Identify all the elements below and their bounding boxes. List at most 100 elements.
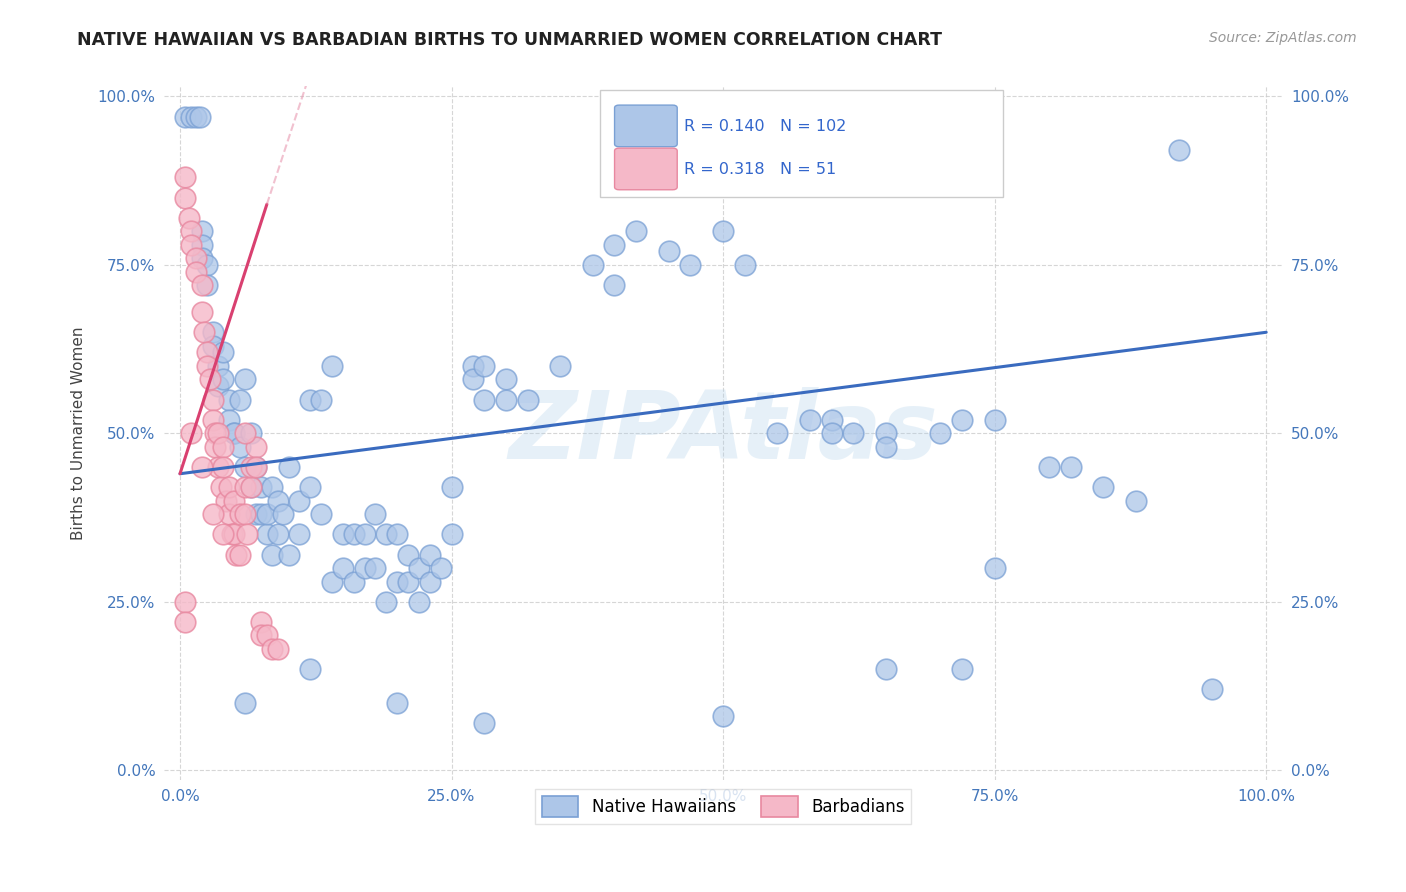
Point bbox=[277, 460, 299, 475]
Point bbox=[1168, 144, 1191, 158]
Point bbox=[212, 372, 235, 386]
Point bbox=[201, 392, 224, 407]
Point bbox=[233, 696, 256, 710]
Point bbox=[821, 413, 844, 427]
Point bbox=[1038, 460, 1060, 475]
Point bbox=[1060, 460, 1083, 475]
Point bbox=[214, 493, 236, 508]
Point bbox=[343, 574, 366, 589]
Point bbox=[245, 460, 267, 475]
Point bbox=[950, 662, 973, 676]
Point bbox=[267, 493, 290, 508]
Point bbox=[821, 426, 844, 441]
Point bbox=[190, 460, 212, 475]
Point bbox=[224, 493, 246, 508]
Point bbox=[271, 507, 294, 521]
Point bbox=[224, 426, 246, 441]
Point bbox=[204, 440, 226, 454]
Point bbox=[180, 426, 202, 441]
Point bbox=[212, 440, 235, 454]
Text: Source: ZipAtlas.com: Source: ZipAtlas.com bbox=[1209, 31, 1357, 45]
Point bbox=[190, 224, 212, 238]
Point bbox=[440, 480, 463, 494]
Point bbox=[408, 595, 430, 609]
Point bbox=[195, 258, 218, 272]
Point bbox=[250, 507, 273, 521]
Point bbox=[233, 507, 256, 521]
Point bbox=[209, 480, 232, 494]
Point bbox=[495, 372, 517, 386]
Point bbox=[250, 628, 273, 642]
Point bbox=[186, 265, 208, 279]
Point bbox=[929, 426, 952, 441]
Point bbox=[204, 426, 226, 441]
Point bbox=[396, 548, 419, 562]
Point bbox=[375, 527, 398, 541]
Point bbox=[875, 440, 897, 454]
Point bbox=[396, 574, 419, 589]
Point bbox=[332, 527, 354, 541]
Point bbox=[1125, 493, 1147, 508]
Point bbox=[207, 460, 229, 475]
Point bbox=[236, 527, 259, 541]
Point bbox=[233, 480, 256, 494]
Point bbox=[603, 237, 626, 252]
Point bbox=[228, 392, 250, 407]
Point bbox=[190, 278, 212, 293]
Point bbox=[233, 460, 256, 475]
Point bbox=[221, 527, 243, 541]
Text: ZIPAtlas: ZIPAtlas bbox=[508, 387, 938, 479]
Point bbox=[1201, 682, 1223, 697]
Point bbox=[174, 170, 197, 185]
Point bbox=[309, 507, 332, 521]
FancyBboxPatch shape bbox=[614, 148, 678, 190]
Point bbox=[250, 615, 273, 629]
Point bbox=[309, 392, 332, 407]
FancyBboxPatch shape bbox=[614, 105, 678, 146]
Point bbox=[875, 426, 897, 441]
Point bbox=[180, 110, 202, 124]
Point bbox=[343, 527, 366, 541]
Point bbox=[364, 561, 387, 575]
Point bbox=[239, 426, 262, 441]
Legend: Native Hawaiians, Barbadians: Native Hawaiians, Barbadians bbox=[536, 789, 911, 824]
Point bbox=[233, 426, 256, 441]
Point bbox=[267, 641, 290, 656]
Point bbox=[174, 110, 197, 124]
Point bbox=[440, 527, 463, 541]
Point bbox=[734, 258, 756, 272]
Point bbox=[212, 460, 235, 475]
Point bbox=[387, 574, 409, 589]
Point bbox=[177, 211, 200, 225]
Point bbox=[353, 527, 375, 541]
Point bbox=[239, 480, 262, 494]
Point bbox=[262, 548, 284, 562]
Point bbox=[321, 359, 343, 373]
Point bbox=[233, 372, 256, 386]
Point bbox=[262, 480, 284, 494]
Point bbox=[658, 244, 681, 259]
Point bbox=[875, 662, 897, 676]
Point bbox=[180, 237, 202, 252]
Point bbox=[186, 110, 208, 124]
Point bbox=[245, 507, 267, 521]
Point bbox=[239, 460, 262, 475]
Point bbox=[495, 392, 517, 407]
Point bbox=[983, 413, 1005, 427]
Point bbox=[180, 224, 202, 238]
Point bbox=[299, 392, 322, 407]
Point bbox=[624, 224, 647, 238]
Point bbox=[419, 574, 441, 589]
Point bbox=[225, 548, 247, 562]
Point bbox=[516, 392, 538, 407]
Point bbox=[711, 709, 734, 723]
Point bbox=[799, 413, 821, 427]
Point bbox=[277, 548, 299, 562]
Point bbox=[429, 561, 451, 575]
Point bbox=[950, 413, 973, 427]
Text: R = 0.318   N = 51: R = 0.318 N = 51 bbox=[683, 162, 837, 178]
Point bbox=[375, 595, 398, 609]
Point bbox=[463, 372, 485, 386]
Point bbox=[201, 413, 224, 427]
Point bbox=[548, 359, 571, 373]
